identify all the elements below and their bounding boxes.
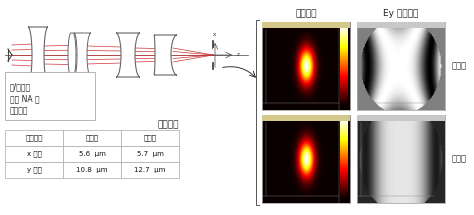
Polygon shape bbox=[116, 33, 140, 77]
Text: y 方向: y 方向 bbox=[27, 167, 41, 173]
Text: 5.6  μm: 5.6 μm bbox=[79, 151, 105, 157]
Text: 12.7  μm: 12.7 μm bbox=[134, 167, 166, 173]
Bar bbox=[5, 146, 63, 162]
Text: Ey 分量相位: Ey 分量相位 bbox=[383, 9, 419, 18]
Bar bbox=[357, 22, 445, 28]
Polygon shape bbox=[154, 35, 177, 75]
Text: 焦点光斑: 焦点光斑 bbox=[295, 9, 317, 18]
Text: 半峰宽度: 半峰宽度 bbox=[157, 120, 179, 129]
Polygon shape bbox=[68, 33, 76, 77]
Text: 有像散: 有像散 bbox=[85, 135, 99, 141]
Text: 半高全宽: 半高全宽 bbox=[25, 135, 43, 141]
Bar bbox=[262, 22, 350, 28]
Bar bbox=[357, 115, 445, 121]
Text: x 方向: x 方向 bbox=[27, 151, 41, 157]
Text: z: z bbox=[237, 52, 240, 57]
Text: 有/无像散: 有/无像散 bbox=[10, 82, 31, 91]
Bar bbox=[63, 146, 121, 162]
Text: 光二极管: 光二极管 bbox=[10, 106, 28, 115]
Bar bbox=[121, 130, 179, 146]
Bar bbox=[63, 130, 121, 146]
Bar bbox=[63, 162, 121, 178]
Text: 10.8  μm: 10.8 μm bbox=[76, 167, 108, 173]
Text: 的高 NA 激: 的高 NA 激 bbox=[10, 94, 40, 103]
Bar bbox=[121, 146, 179, 162]
Polygon shape bbox=[28, 27, 48, 83]
Text: 有散射: 有散射 bbox=[452, 61, 467, 71]
Bar bbox=[5, 162, 63, 178]
Text: 无散射: 无散射 bbox=[452, 155, 467, 163]
Polygon shape bbox=[74, 33, 91, 77]
Text: 5.7  μm: 5.7 μm bbox=[137, 151, 164, 157]
Text: 无像散: 无像散 bbox=[144, 135, 156, 141]
Text: x: x bbox=[212, 32, 216, 37]
Bar bbox=[121, 162, 179, 178]
Bar bbox=[5, 72, 95, 120]
Bar bbox=[5, 130, 63, 146]
Bar bbox=[262, 115, 350, 121]
